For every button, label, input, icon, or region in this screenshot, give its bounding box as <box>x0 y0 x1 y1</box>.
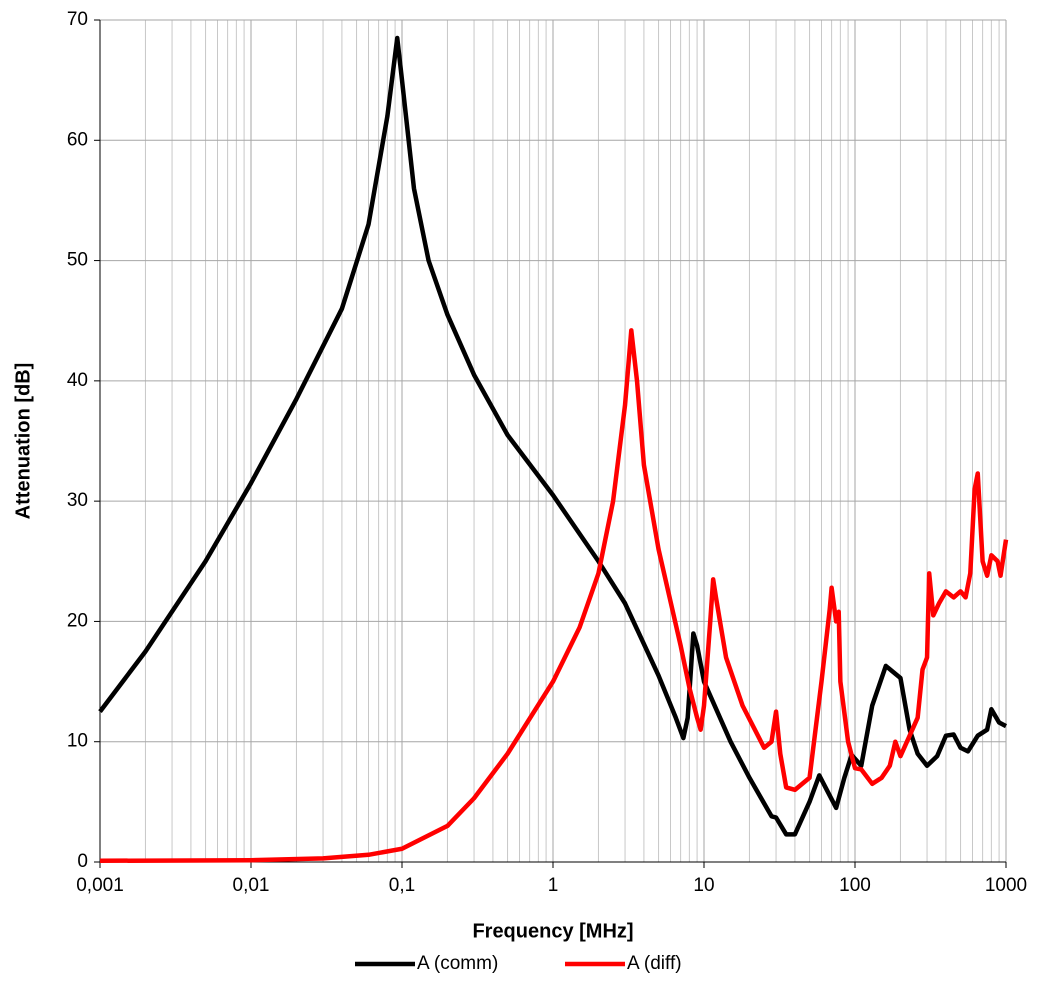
legend-label: A (diff) <box>627 953 682 974</box>
x-tick-label: 1000 <box>985 875 1027 896</box>
y-tick-label: 40 <box>67 370 88 391</box>
y-tick-label: 20 <box>67 610 88 631</box>
legend-label: A (comm) <box>417 953 498 974</box>
y-axis-title: Attenuation [dB] <box>12 363 34 520</box>
y-tick-label: 10 <box>67 731 88 752</box>
y-tick-label: 60 <box>67 129 88 150</box>
x-tick-label: 100 <box>839 875 871 896</box>
series-line <box>99 328 1009 864</box>
x-tick-label: 0,001 <box>76 875 124 896</box>
y-tick-label: 30 <box>67 490 88 511</box>
y-tick-label: 0 <box>77 851 88 872</box>
x-tick-label: 1 <box>548 875 559 896</box>
y-tick-label: 70 <box>67 9 88 30</box>
x-tick-label: 10 <box>693 875 714 896</box>
x-tick-label: 0,01 <box>233 875 270 896</box>
x-axis-title: Frequency [MHz] <box>472 920 633 942</box>
series-line <box>98 35 1008 837</box>
y-tick-label: 50 <box>67 250 88 271</box>
x-tick-label: 0,1 <box>389 875 415 896</box>
